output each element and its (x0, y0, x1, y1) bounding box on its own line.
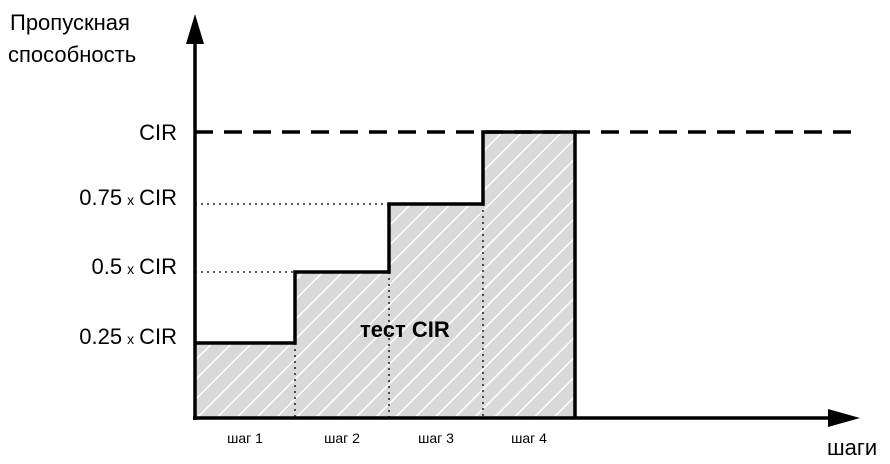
x-axis-title: шаги (827, 435, 877, 459)
y-axis-title-line2: способность (8, 42, 136, 67)
cir-test-area (195, 132, 575, 418)
area-label: тест CIR (360, 317, 450, 342)
y-axis-arrow-icon (186, 14, 204, 44)
step-label-3: шаг 3 (418, 430, 454, 446)
step-label-4: шаг 4 (511, 430, 547, 446)
y-axis-title-line1: Пропускная (10, 10, 130, 35)
staircase-outline (195, 130, 577, 418)
level-label-025: 0.25 x CIR (79, 324, 177, 349)
level-guides (195, 203, 389, 273)
level-label-cir: CIR (139, 120, 177, 145)
step-label-2: шаг 2 (324, 430, 360, 446)
step-label-1: шаг 1 (227, 430, 263, 446)
level-label-075: 0.75 x CIR (79, 185, 177, 210)
x-axis-arrow-icon (828, 409, 860, 427)
level-label-05: 0.5 x CIR (92, 254, 177, 279)
step-separators (294, 204, 484, 418)
